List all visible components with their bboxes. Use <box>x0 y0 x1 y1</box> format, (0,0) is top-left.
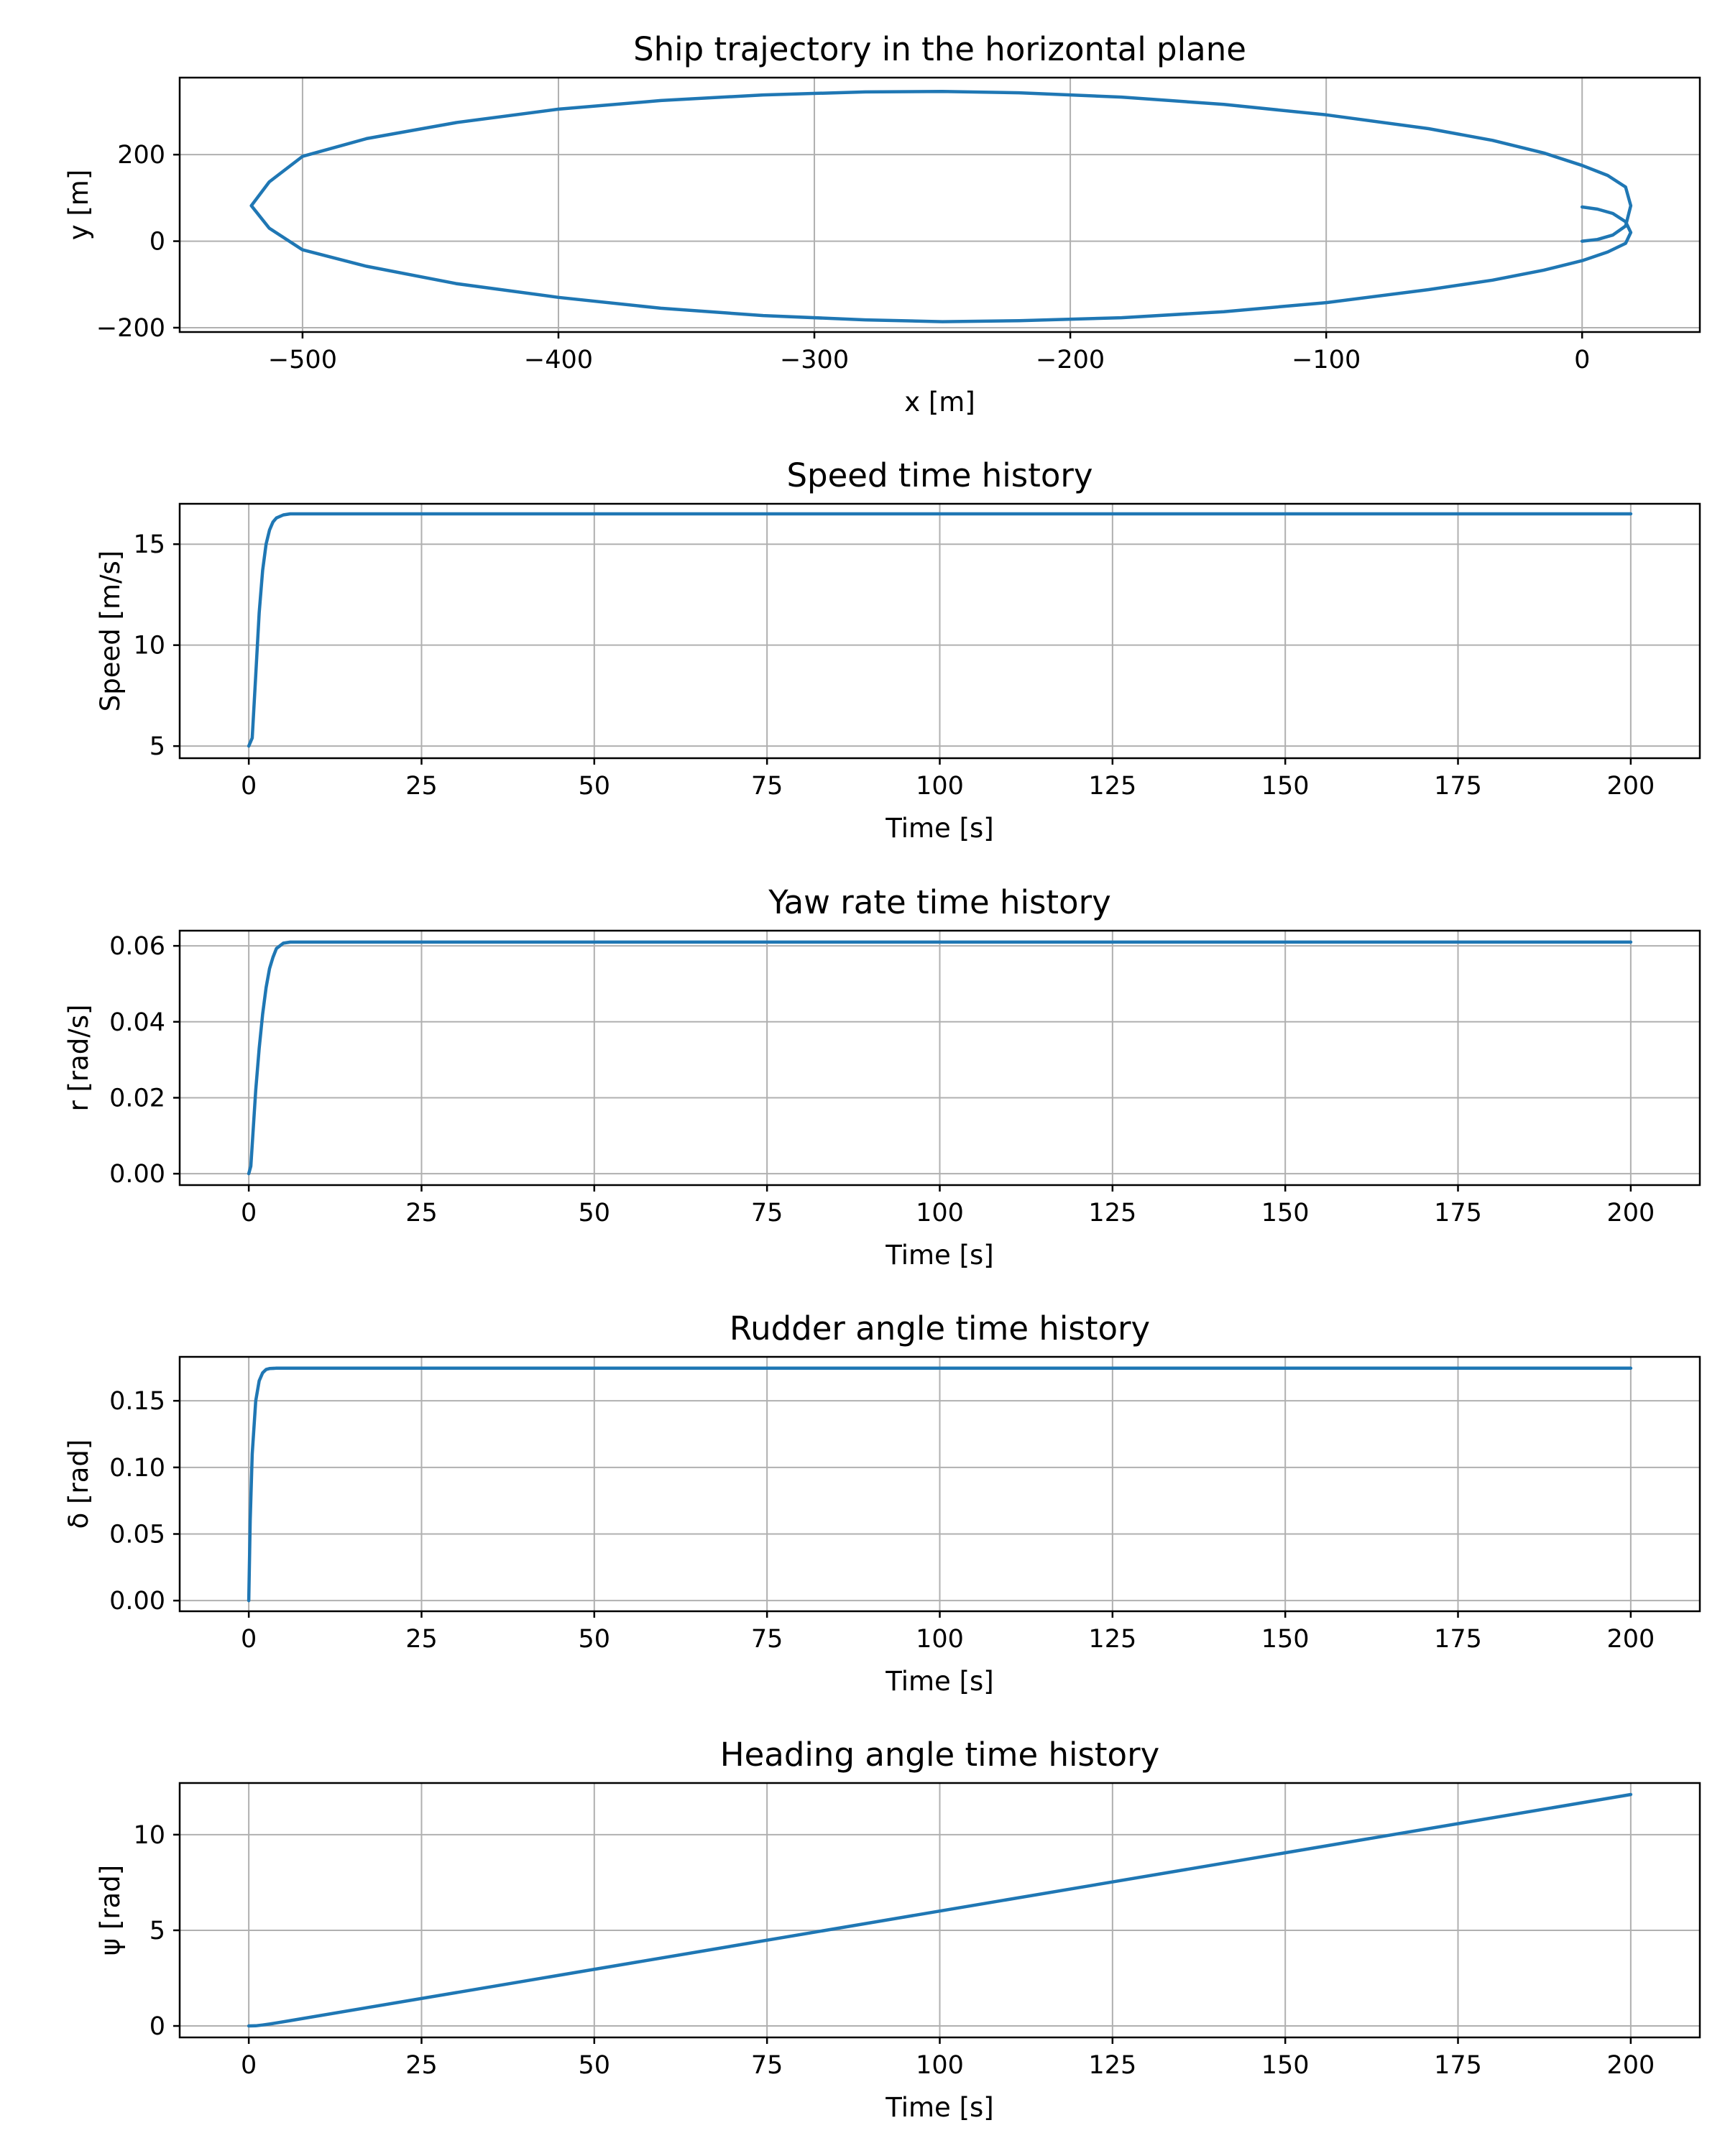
series-line-1 <box>247 1792 1633 2028</box>
x-tick-label: 125 <box>1088 772 1136 801</box>
y-tick-label: 0.10 <box>109 1454 165 1483</box>
y-tick-label: 0 <box>150 2012 165 2041</box>
x-tick-label: 150 <box>1261 1199 1310 1227</box>
x-tick-label: 125 <box>1088 1199 1136 1227</box>
y-axis-label: δ [rad] <box>63 1439 94 1529</box>
x-tick-label: 200 <box>1606 1199 1655 1227</box>
y-axis-label: Speed [m/s] <box>95 550 126 711</box>
chart-title: Rudder angle time history <box>730 1309 1150 1348</box>
x-tick-label: 50 <box>579 1625 611 1654</box>
x-tick-label: 0 <box>241 772 257 801</box>
y-axis-label: y [m] <box>63 170 94 241</box>
chart-title: Speed time history <box>786 456 1092 494</box>
x-axis-label: Time [s] <box>885 813 993 844</box>
chart-panel-4: 0 25 50 75 100 125 150 175 200 0.00 0.05 0.10 0.15 Ru… <box>63 1309 1701 1697</box>
x-tick-label: 25 <box>405 1625 438 1654</box>
x-tick-label: 150 <box>1261 772 1310 801</box>
y-tick-label: 0.02 <box>109 1084 165 1112</box>
x-tick-label: 150 <box>1261 2051 1310 2080</box>
x-tick-label: 175 <box>1434 1199 1482 1227</box>
series-line-1 <box>247 1366 1633 1603</box>
x-tick-label: −400 <box>524 346 593 374</box>
chart-title: Heading angle time history <box>720 1736 1159 1774</box>
x-tick-label: 75 <box>751 772 783 801</box>
x-tick-label: 150 <box>1261 1625 1310 1654</box>
x-tick-label: −500 <box>268 346 337 374</box>
plot-frame <box>178 76 1701 333</box>
x-tick-label: 100 <box>916 2051 964 2080</box>
x-tick-label: 175 <box>1434 772 1482 801</box>
x-tick-label: 0 <box>1574 346 1590 374</box>
x-axis-label: Time [s] <box>885 2092 993 2123</box>
x-tick-label: 25 <box>405 2051 438 2080</box>
x-tick-label: 175 <box>1434 1625 1482 1654</box>
x-axis-label: Time [s] <box>885 1666 993 1697</box>
x-tick-label: 200 <box>1606 1625 1655 1654</box>
x-tick-label: 50 <box>579 2051 611 2080</box>
x-tick-label: −200 <box>1036 346 1105 374</box>
x-tick-label: 25 <box>405 1199 438 1227</box>
y-axis-label: ψ [rad] <box>95 1865 126 1955</box>
x-tick-label: 125 <box>1088 1625 1136 1654</box>
x-tick-label: 50 <box>579 1199 611 1227</box>
x-tick-label: 75 <box>751 1625 783 1654</box>
x-tick-label: −300 <box>780 346 849 374</box>
y-tick-label: 15 <box>133 530 165 559</box>
chart-panel-5: 0 25 50 75 100 125 150 175 200 0 5 10 Heading angle … <box>95 1736 1701 2123</box>
y-tick-label: 0.00 <box>109 1587 165 1616</box>
x-axis-label: x [m] <box>904 387 975 418</box>
y-tick-label: 10 <box>133 632 165 660</box>
y-tick-label: 0.00 <box>109 1160 165 1189</box>
x-tick-label: 0 <box>241 2051 257 2080</box>
series-line-1 <box>249 90 1633 323</box>
y-tick-label: 0.06 <box>109 932 165 961</box>
y-tick-label: 10 <box>133 1821 165 1850</box>
x-tick-label: 0 <box>241 1199 257 1227</box>
chart-title: Ship trajectory in the horizontal plane <box>633 30 1246 68</box>
y-tick-label: 5 <box>150 732 165 761</box>
x-tick-label: −100 <box>1292 346 1361 374</box>
x-tick-label: 0 <box>241 1625 257 1654</box>
y-tick-label: 0.04 <box>109 1008 165 1037</box>
x-tick-label: 125 <box>1088 2051 1136 2080</box>
x-tick-label: 100 <box>916 1625 964 1654</box>
chart-panel-1: −500 −400 −300 −200 −100 0 −200 0 200 Ship trajec… <box>63 30 1701 418</box>
x-tick-label: 75 <box>751 2051 783 2080</box>
y-tick-label: −200 <box>96 314 165 343</box>
y-tick-label: 0 <box>150 228 165 257</box>
series-line-1 <box>247 940 1633 1176</box>
chart-panel-3: 0 25 50 75 100 125 150 175 200 0.00 0.02 0.04 0.06 Ya… <box>63 883 1701 1271</box>
x-tick-label: 50 <box>579 772 611 801</box>
x-tick-label: 100 <box>916 1199 964 1227</box>
y-tick-label: 200 <box>117 141 165 170</box>
chart-panel-2: 0 25 50 75 100 125 150 175 200 5 10 15 Speed time hi… <box>95 456 1701 844</box>
y-tick-label: 0.15 <box>109 1387 165 1416</box>
x-tick-label: 75 <box>751 1199 783 1227</box>
x-tick-label: 200 <box>1606 2051 1655 2080</box>
chart-title: Yaw rate time history <box>768 883 1110 921</box>
y-tick-label: 0.05 <box>109 1521 165 1549</box>
y-tick-label: 5 <box>150 1917 165 1945</box>
y-axis-label: r [rad/s] <box>63 1005 94 1112</box>
x-tick-label: 100 <box>916 772 964 801</box>
series-line-1 <box>247 512 1633 748</box>
x-tick-label: 25 <box>405 772 438 801</box>
x-axis-label: Time [s] <box>885 1240 993 1271</box>
x-tick-label: 175 <box>1434 2051 1482 2080</box>
x-tick-label: 200 <box>1606 772 1655 801</box>
